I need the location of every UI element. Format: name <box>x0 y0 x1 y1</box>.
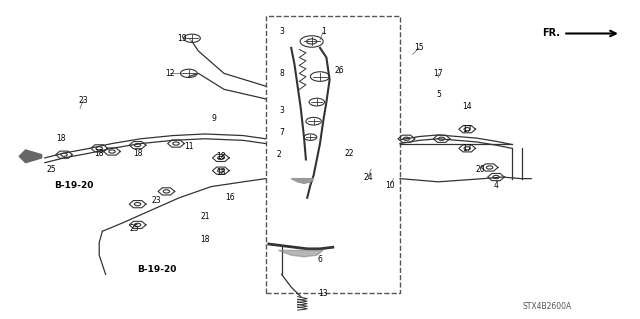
Text: 3: 3 <box>279 106 284 115</box>
Polygon shape <box>291 179 314 183</box>
Text: B-19-20: B-19-20 <box>137 265 177 274</box>
Text: 25: 25 <box>129 224 140 233</box>
Text: 18: 18 <box>95 149 104 158</box>
Text: 17: 17 <box>462 144 472 153</box>
Text: 16: 16 <box>225 193 236 202</box>
Text: 5: 5 <box>436 90 441 99</box>
Text: 2: 2 <box>276 150 281 159</box>
Text: 18: 18 <box>133 149 142 158</box>
Polygon shape <box>278 250 323 257</box>
Text: 3: 3 <box>279 27 284 36</box>
Text: 17: 17 <box>462 125 472 134</box>
Text: 18: 18 <box>216 152 225 161</box>
Text: 19: 19 <box>177 34 188 43</box>
Polygon shape <box>19 150 42 163</box>
Text: 11: 11 <box>184 142 193 151</box>
Bar <box>266 16 400 293</box>
Text: B-19-20: B-19-20 <box>54 181 93 189</box>
Text: 17: 17 <box>433 69 444 78</box>
Text: 12: 12 <box>165 69 174 78</box>
Text: 21: 21 <box>200 212 209 221</box>
Text: 9: 9 <box>212 114 217 122</box>
Text: 25: 25 <box>46 165 56 174</box>
Text: 13: 13 <box>318 289 328 298</box>
Text: 14: 14 <box>462 102 472 111</box>
Text: 1: 1 <box>321 27 326 36</box>
Text: 6: 6 <box>317 256 323 264</box>
Text: 4: 4 <box>493 181 499 189</box>
Text: 18: 18 <box>200 235 209 244</box>
Text: 24: 24 <box>363 173 373 182</box>
Text: 23: 23 <box>78 96 88 105</box>
Text: 15: 15 <box>414 43 424 52</box>
Text: 18: 18 <box>216 168 225 177</box>
Text: 26: 26 <box>334 66 344 75</box>
Text: FR.: FR. <box>542 28 560 39</box>
Text: 7: 7 <box>279 128 284 137</box>
Text: 8: 8 <box>279 69 284 78</box>
Text: 22: 22 <box>344 149 353 158</box>
Text: STX4B2600A: STX4B2600A <box>523 302 572 311</box>
Text: 20: 20 <box>475 165 485 174</box>
Text: 23: 23 <box>152 197 162 205</box>
Text: 10: 10 <box>385 181 396 189</box>
Text: 18: 18 <box>56 134 65 143</box>
